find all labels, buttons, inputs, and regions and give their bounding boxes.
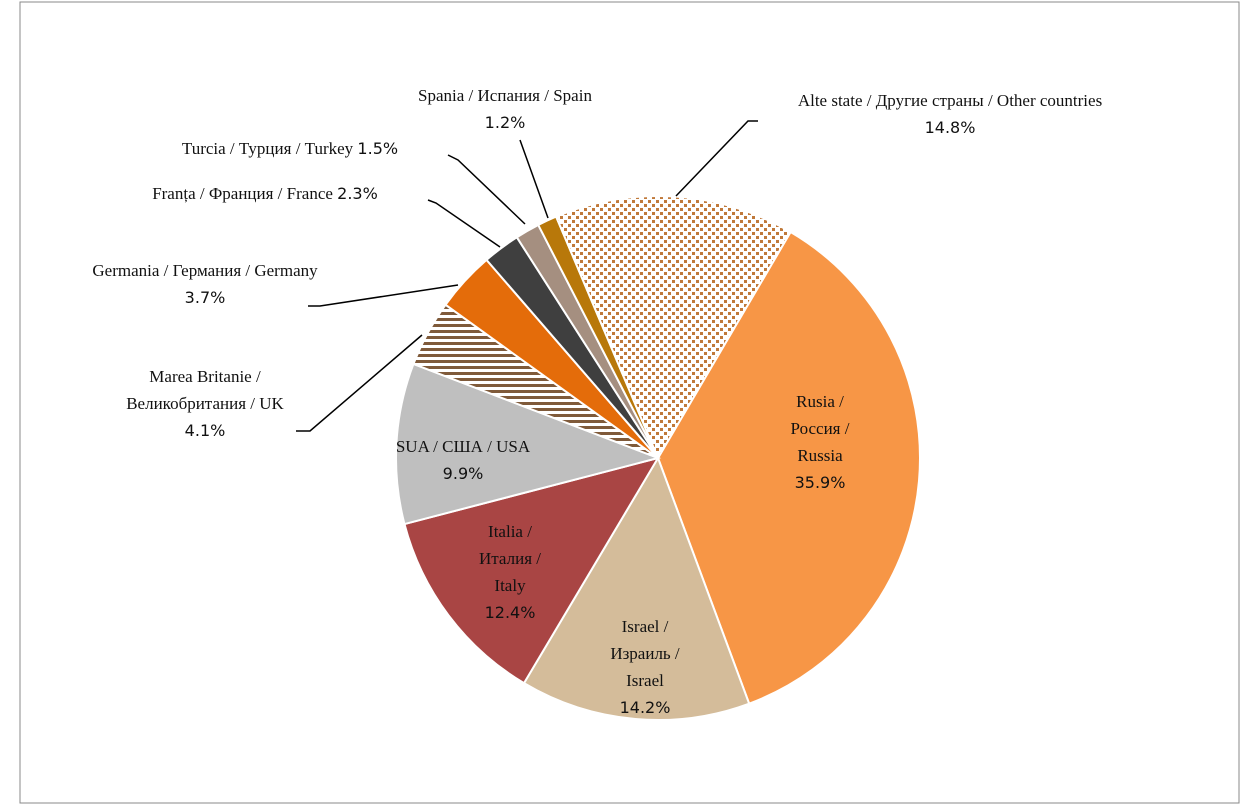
slice-label: Alte state / Другие страны / Other count… — [790, 87, 1110, 141]
leader-line — [447, 154, 526, 225]
category-name: SUA / США / USA — [395, 437, 531, 456]
category-name: Rusia / Россия / Russia — [790, 392, 850, 465]
category-name: Franța / Франция / France — [152, 184, 333, 203]
leader-line — [296, 334, 423, 432]
frame — [19, 1, 1240, 804]
leader-line — [519, 139, 549, 219]
value-label: 2.3% — [337, 184, 378, 203]
slice-label: Italia / Италия / Italy 12.4% — [472, 518, 548, 626]
value-label: 4.1% — [184, 421, 226, 440]
value-label: 14.2% — [619, 698, 671, 717]
category-name: Germania / Германия / Germany — [92, 261, 318, 280]
category-name: Italia / Италия / Italy — [479, 522, 541, 595]
pie-slice — [656, 230, 921, 705]
slice-label: Marea Britanie / Великобритания / UK 4.1… — [90, 363, 320, 444]
pie-slice — [522, 455, 751, 721]
value-label: 1.5% — [357, 139, 399, 158]
leader-line — [308, 284, 459, 307]
category-name: Alte state / Другие страны / Other count… — [797, 91, 1103, 110]
pie-slice — [554, 195, 792, 461]
slice-label: Turcia / Турция / Turkey 1.5% — [130, 135, 450, 162]
value-label: 35.9% — [794, 473, 846, 492]
slice-label: Germania / Германия / Germany 3.7% — [90, 257, 320, 311]
slice-label: Spania / Испания / Spain 1.2% — [360, 82, 650, 136]
leader-line — [427, 199, 501, 248]
value-label: 9.9% — [442, 464, 484, 483]
slice-label: Franța / Франция / France 2.3% — [95, 180, 435, 207]
pie-slice — [403, 456, 661, 685]
category-name: Turcia / Турция / Turkey — [181, 139, 354, 158]
category-name: Marea Britanie / Великобритания / UK — [126, 367, 284, 413]
category-name: Israel / Израиль / Israel — [610, 617, 680, 690]
slice-label: SUA / США / USA 9.9% — [378, 433, 548, 487]
value-label: 14.8% — [924, 118, 976, 137]
value-label: 12.4% — [484, 603, 536, 622]
pie-slice — [395, 362, 662, 526]
value-label: 3.7% — [184, 288, 226, 307]
value-label: 1.2% — [484, 113, 526, 132]
leader-line — [675, 120, 758, 197]
slice-label: Rusia / Россия / Russia 35.9% — [770, 388, 870, 496]
slice-label: Israel / Израиль / Israel 14.2% — [595, 613, 695, 721]
category-name: Spania / Испания / Spain — [418, 86, 592, 105]
